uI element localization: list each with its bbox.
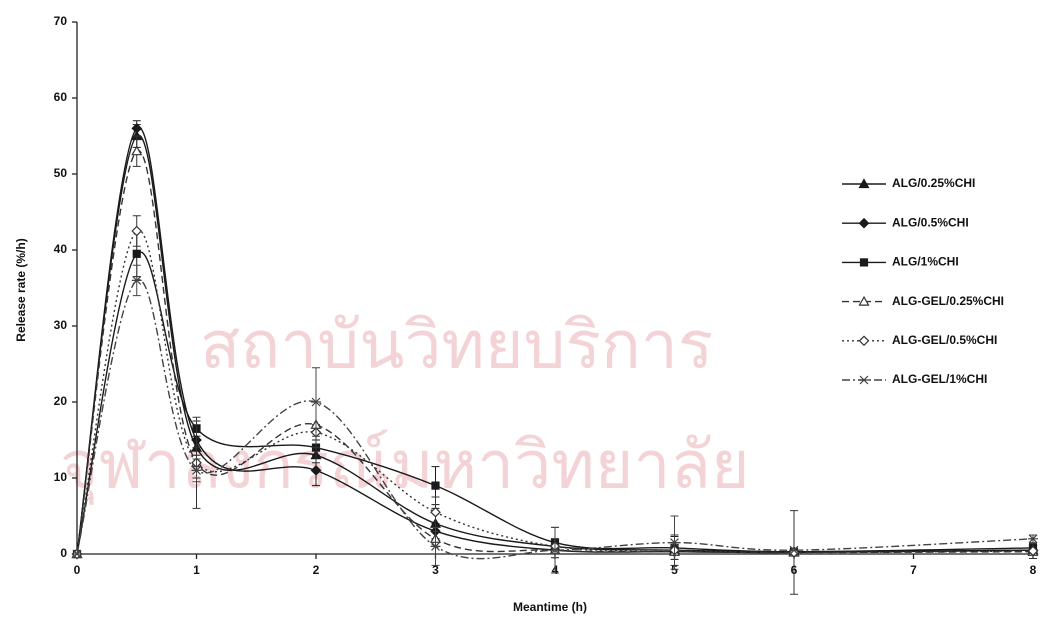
- y-tick-label: 40: [54, 242, 68, 256]
- legend-label: ALG-GEL/1%CHI: [892, 372, 987, 386]
- legend-marker: [858, 295, 870, 306]
- legend-marker: [858, 217, 870, 229]
- x-tick-label: 8: [1030, 563, 1037, 577]
- legend-symbol: [858, 335, 870, 347]
- legend-symbol: [859, 375, 869, 385]
- legend-symbol: [858, 178, 870, 189]
- y-tick-label: 30: [54, 318, 68, 332]
- watermark: สถาบันวิทยบริการ จุฬาลงกรณ์มหาวิทยาลัย: [60, 307, 750, 505]
- y-tick-label: 60: [54, 90, 68, 104]
- x-tick-label: 7: [910, 563, 917, 577]
- marker: [131, 225, 143, 237]
- legend-symbol: [858, 217, 870, 229]
- marker: [669, 538, 680, 548]
- legend-label: ALG-GEL/0.25%CHI: [892, 294, 1004, 308]
- marker: [72, 549, 82, 559]
- series-line: [76, 229, 1034, 555]
- marker: [1028, 534, 1038, 544]
- legend-symbol: [858, 295, 870, 306]
- marker: [1027, 545, 1039, 557]
- y-tick-label: 0: [60, 546, 67, 560]
- legend-marker: [858, 335, 870, 347]
- marker: [430, 541, 441, 551]
- legend-label: ALG-GEL/0.5%CHI: [892, 333, 997, 347]
- marker: [550, 545, 560, 555]
- series-line: [76, 251, 1034, 555]
- legend-label: ALG/1%CHI: [892, 255, 959, 269]
- x-tick-label: 0: [74, 563, 81, 577]
- legend-label: ALG/0.5%CHI: [892, 215, 969, 229]
- marker: [311, 397, 321, 407]
- y-tick-label: 70: [54, 14, 68, 28]
- marker: [131, 123, 143, 134]
- marker: [431, 481, 440, 490]
- y-tick-label: 20: [54, 394, 68, 408]
- marker: [191, 465, 202, 475]
- x-tick-label: 1: [193, 563, 200, 577]
- marker: [132, 249, 141, 258]
- marker: [131, 275, 142, 285]
- legend-marker: [859, 375, 869, 385]
- marker: [131, 145, 143, 156]
- x-tick-label: 3: [432, 563, 439, 577]
- y-tick-label: 10: [54, 470, 68, 484]
- y-tick-label: 50: [54, 166, 68, 180]
- marker: [789, 545, 799, 555]
- legend-marker: [859, 258, 869, 267]
- legend-symbol: [859, 258, 869, 267]
- x-tick-label: 2: [313, 563, 320, 577]
- x-tick-label: 5: [671, 563, 678, 577]
- marker: [430, 506, 441, 518]
- watermark-text: จุฬาลงกรณ์มหาวิทยาลัย: [60, 427, 750, 505]
- x-axis-label: Meantime (h): [513, 600, 587, 614]
- y-axis-label: Release rate (%/h): [14, 238, 28, 341]
- legend-marker: [858, 178, 870, 189]
- legend-label: ALG/0.25%CHI: [892, 176, 975, 190]
- watermark-text: สถาบันวิทยบริการ: [200, 307, 713, 381]
